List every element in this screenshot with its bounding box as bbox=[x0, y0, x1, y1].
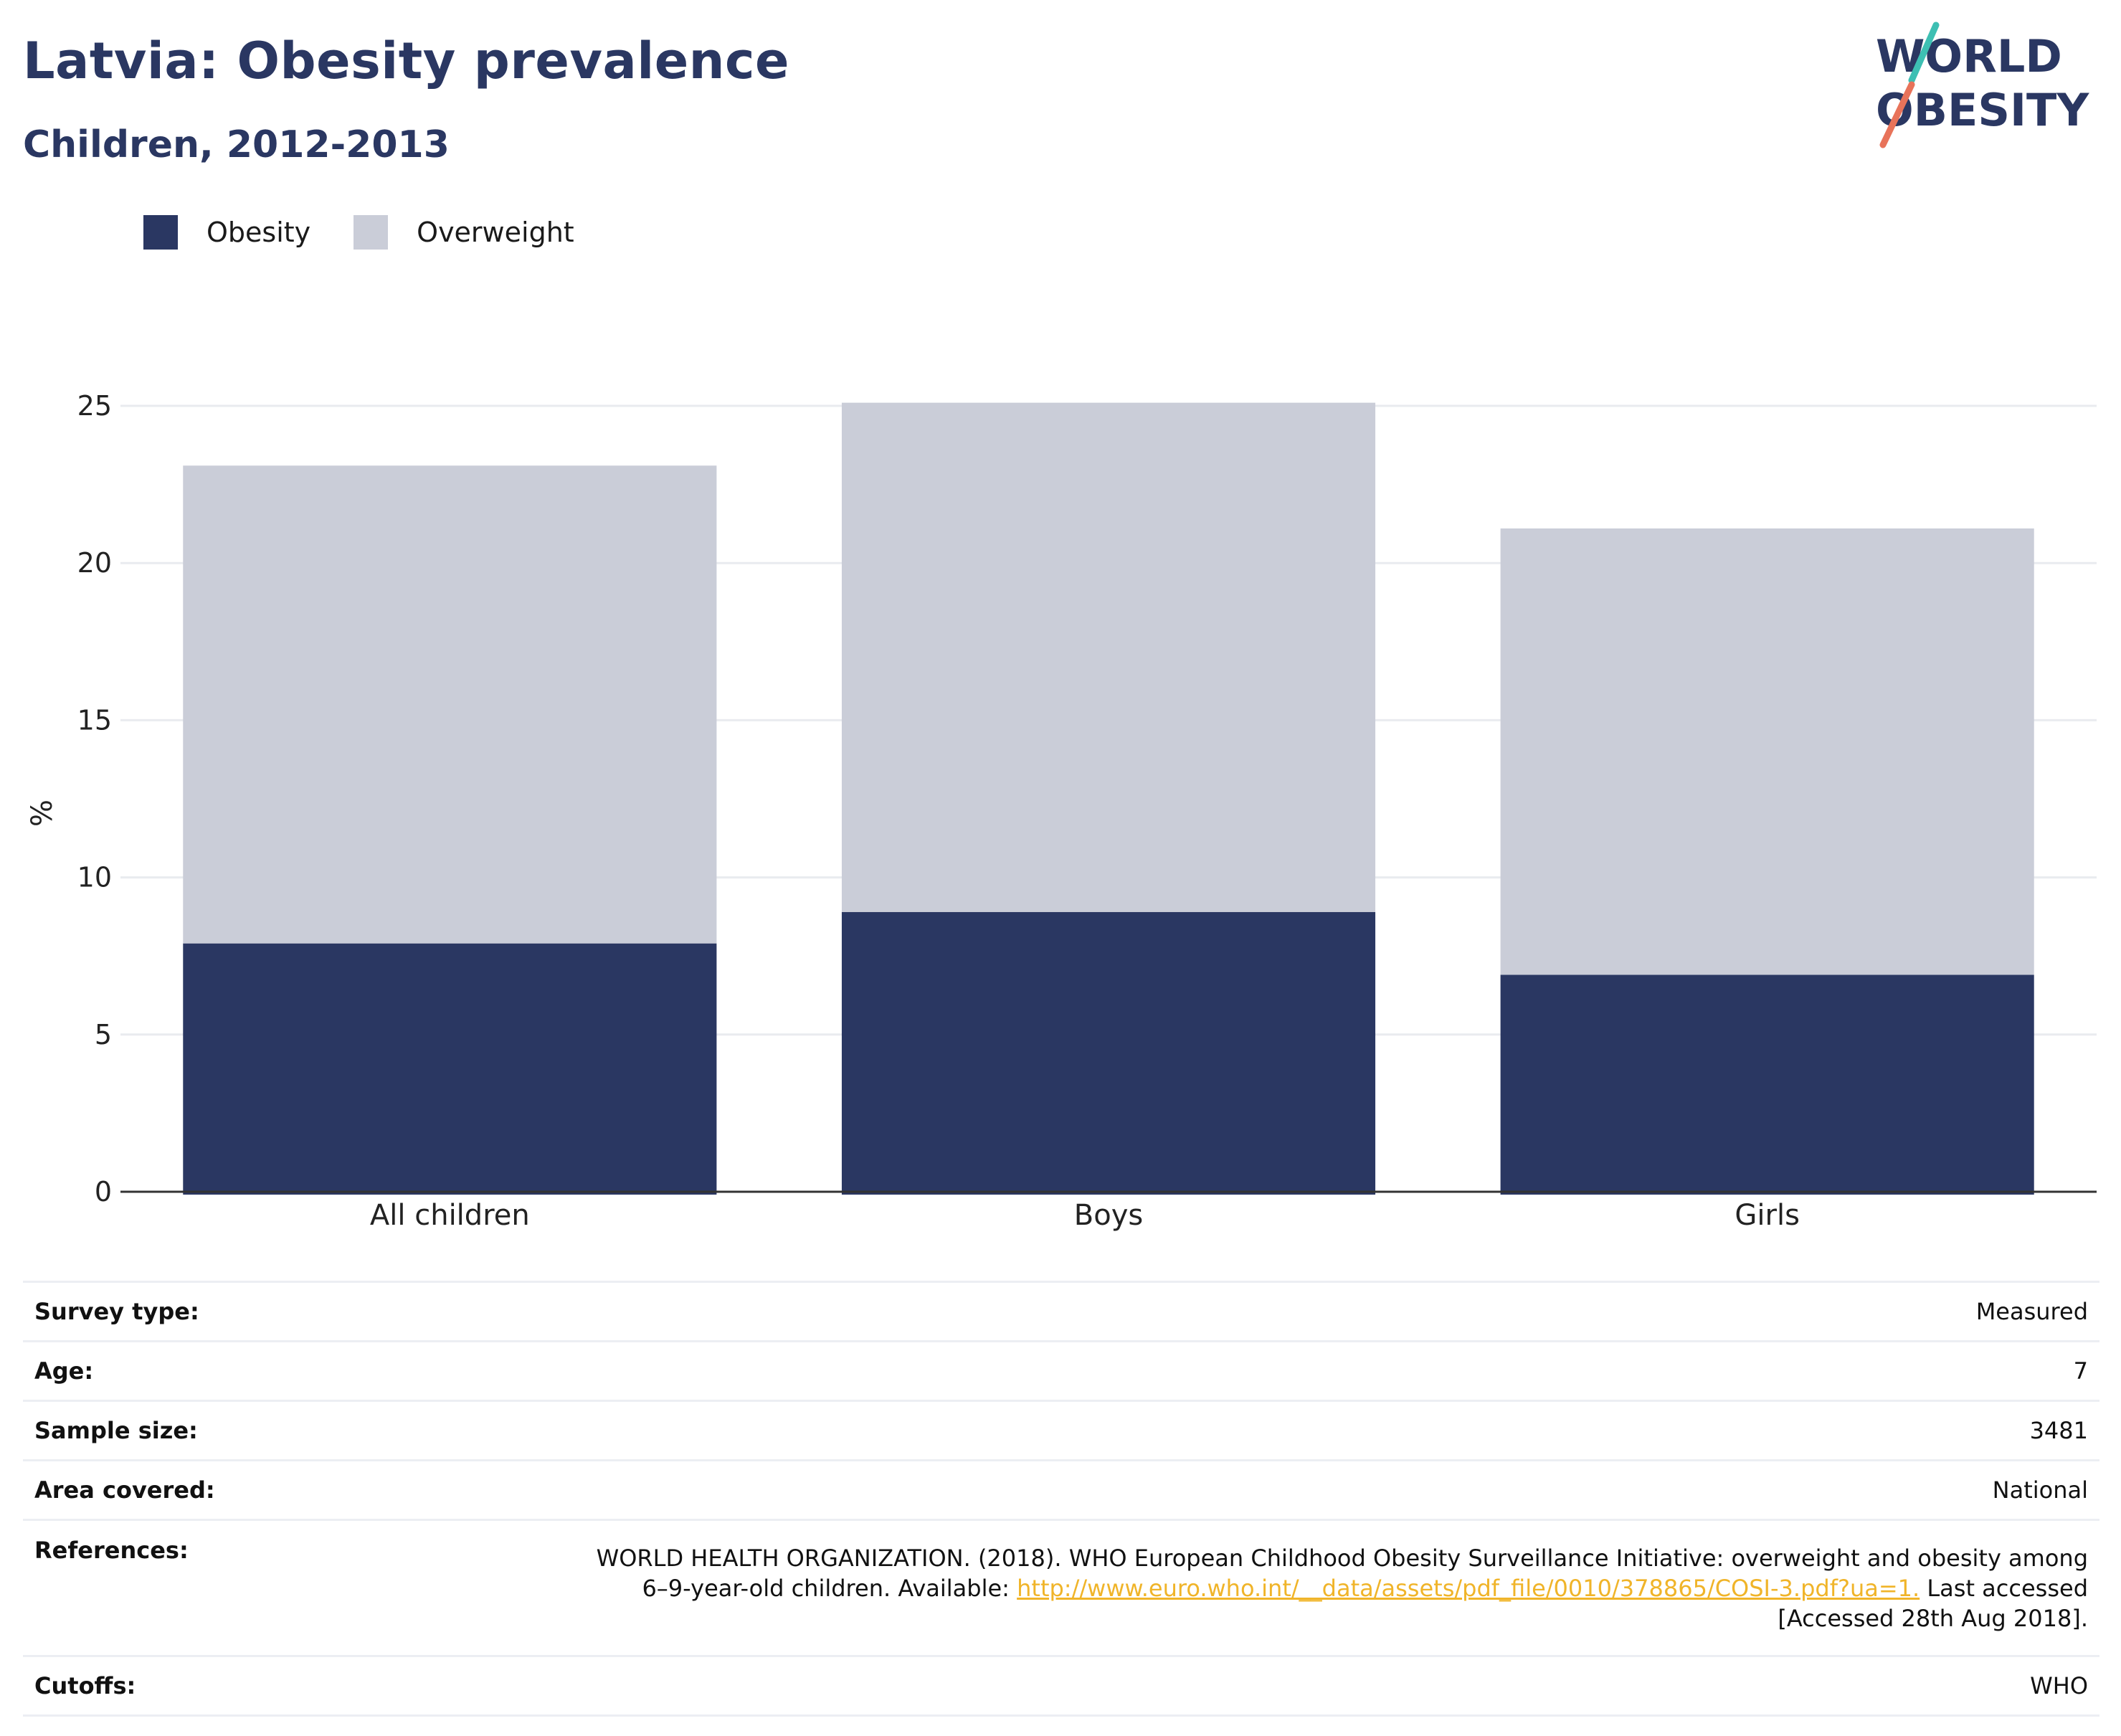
info-label: Sample size: bbox=[23, 1400, 419, 1461]
info-value: 3481 bbox=[419, 1400, 2099, 1461]
bar-obesity-boys bbox=[841, 911, 1376, 1195]
logo-line-2: OBESITY bbox=[1876, 84, 2089, 136]
info-label: References: bbox=[23, 1519, 419, 1656]
y-tick-label: 15 bbox=[77, 704, 112, 736]
info-label: Area covered: bbox=[23, 1459, 419, 1520]
info-row-age: Age: 7 bbox=[23, 1340, 2099, 1401]
info-row-cutoffs: Cutoffs: WHO bbox=[23, 1655, 2099, 1717]
x-tick-label: Boys bbox=[1074, 1199, 1143, 1232]
bar-overweight-girls bbox=[1500, 528, 2034, 975]
legend-swatch-obesity bbox=[143, 215, 178, 250]
x-tick-label: All children bbox=[370, 1199, 530, 1232]
info-value: 7 bbox=[419, 1340, 2099, 1401]
info-label: Cutoffs: bbox=[23, 1655, 419, 1717]
reference-line-3: [Accessed 28th Aug 2018]. bbox=[1778, 1604, 2088, 1632]
info-row-references: References: WORLD HEALTH ORGANIZATION. (… bbox=[23, 1519, 2099, 1656]
logo-line-1: WORLD bbox=[1876, 30, 2062, 82]
y-tick-label: 10 bbox=[77, 862, 112, 893]
info-label: Survey type: bbox=[23, 1281, 419, 1342]
survey-info-table: Survey type: Measured Age: 7 Sample size… bbox=[23, 1281, 2099, 1717]
legend: Obesity Overweight bbox=[143, 214, 617, 251]
y-axis-label: % bbox=[26, 800, 59, 827]
info-label: Age: bbox=[23, 1340, 419, 1401]
info-row-area-covered: Area covered: National bbox=[23, 1459, 2099, 1520]
info-value: WHO bbox=[419, 1655, 2099, 1717]
reference-line-1: WORLD HEALTH ORGANIZATION. (2018). WHO E… bbox=[596, 1544, 2088, 1572]
reference-prefix: 6–9-year-old children. Available: bbox=[642, 1574, 1017, 1602]
y-tick-label: 20 bbox=[77, 547, 112, 579]
y-tick-label: 5 bbox=[95, 1019, 112, 1050]
chart-subtitle: Children, 2012-2013 bbox=[23, 123, 450, 166]
info-value: National bbox=[419, 1459, 2099, 1520]
chart-title: Latvia: Obesity prevalence bbox=[23, 32, 789, 90]
bar-overweight-boys bbox=[841, 402, 1376, 912]
info-row-sample-size: Sample size: 3481 bbox=[23, 1400, 2099, 1461]
info-row-survey-type: Survey type: Measured bbox=[23, 1281, 2099, 1342]
y-tick-label: 25 bbox=[77, 390, 112, 422]
bar-obesity-girls bbox=[1500, 974, 2034, 1195]
reference-suffix: Last accessed bbox=[1920, 1574, 2088, 1602]
bar-chart: 0 5 10 15 20 25% All children Boys Girls bbox=[26, 390, 2097, 1232]
reference-line-2: 6–9-year-old children. Available: http:/… bbox=[430, 1573, 2088, 1603]
bar-overweight-all-children bbox=[183, 465, 717, 944]
reference-link[interactable]: http://www.euro.who.int/__data/assets/pd… bbox=[1017, 1574, 1920, 1602]
info-value: Measured bbox=[419, 1281, 2099, 1342]
world-obesity-logo: WORLD OBESITY bbox=[1876, 22, 2089, 148]
info-value-references: WORLD HEALTH ORGANIZATION. (2018). WHO E… bbox=[419, 1519, 2099, 1656]
legend-label-overweight: Overweight bbox=[417, 217, 574, 248]
x-tick-label: Girls bbox=[1735, 1199, 1800, 1232]
logo-slash-coral bbox=[1879, 81, 1915, 148]
legend-label-obesity: Obesity bbox=[207, 217, 311, 248]
logo-slash-teal bbox=[1908, 22, 1940, 84]
legend-swatch-overweight bbox=[354, 215, 389, 250]
bar-obesity-all-children bbox=[183, 943, 717, 1195]
y-tick-label: 0 bbox=[95, 1176, 112, 1208]
